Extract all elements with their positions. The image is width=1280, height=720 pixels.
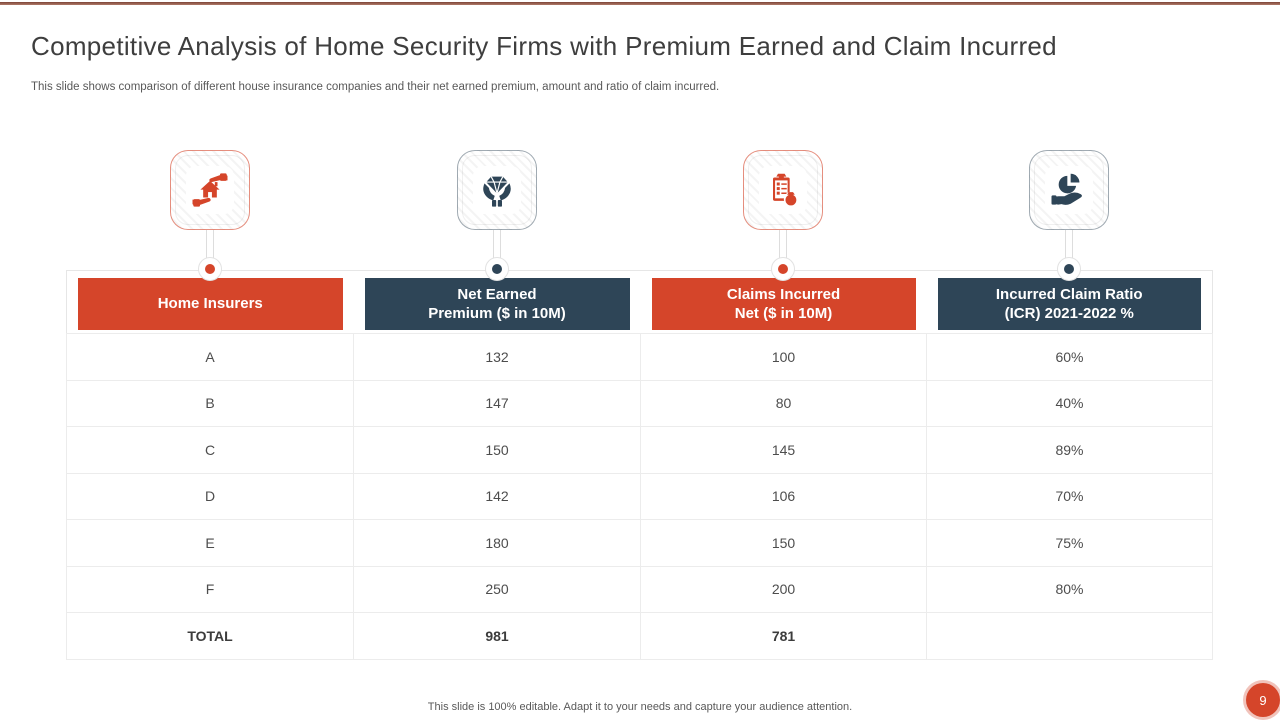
table-row: A 132 100 60% xyxy=(66,333,1213,381)
slide-subtitle: This slide shows comparison of different… xyxy=(31,81,720,93)
connector-dot xyxy=(778,264,788,274)
cell-insurer: B xyxy=(66,379,354,427)
icon-group-claims-incurred xyxy=(739,150,827,281)
header-line: Net Earned xyxy=(457,285,537,303)
header-line: (ICR) 2021-2022 % xyxy=(1004,305,1134,322)
claims-checklist-icon xyxy=(743,150,823,230)
cell-icr xyxy=(926,612,1213,660)
cell-premium: 150 xyxy=(353,426,641,474)
header-claim-ratio: Incurred Claim Ratio (ICR) 2021-2022 % xyxy=(937,278,1201,330)
header-net-premium: Net Earned Premium ($ in 10M) xyxy=(364,278,630,330)
table-total-row: TOTAL 981 781 xyxy=(66,612,1213,660)
connector-node xyxy=(198,257,222,281)
icon-group-net-premium xyxy=(453,150,541,281)
footer-note: This slide is 100% editable. Adapt it to… xyxy=(427,701,853,713)
cell-icr: 89% xyxy=(926,426,1213,474)
pie-chart-hand-icon xyxy=(1029,150,1109,230)
cell-claims: 781 xyxy=(640,612,927,660)
header-claims-incurred: Claims Incurred Net ($ in 10M) xyxy=(651,278,916,330)
table-row: B 147 80 40% xyxy=(66,379,1213,427)
cell-claims: 200 xyxy=(640,565,927,613)
table-body: A 132 100 60% B 147 80 40% C 150 145 89% D 142 106 70% E… xyxy=(66,333,1213,660)
table-row: F 250 200 80% xyxy=(66,565,1213,613)
cell-premium: 981 xyxy=(353,612,641,660)
cell-claims: 80 xyxy=(640,379,927,427)
cell-premium: 142 xyxy=(353,472,641,520)
cell-insurer: F xyxy=(66,565,354,613)
cell-icr: 70% xyxy=(926,472,1213,520)
comparison-table: Home Insurers Net Earned Premium ($ in 1… xyxy=(66,270,1213,660)
top-accent-strip xyxy=(0,2,1280,5)
cell-insurer: E xyxy=(66,519,354,567)
cell-insurer: D xyxy=(66,472,354,520)
connector-line xyxy=(1065,230,1073,258)
connector-line xyxy=(493,230,501,258)
connector-dot xyxy=(1064,264,1074,274)
cell-claims: 150 xyxy=(640,519,927,567)
table-row: C 150 145 89% xyxy=(66,426,1213,474)
cell-premium: 250 xyxy=(353,565,641,613)
cell-claims: 100 xyxy=(640,333,927,381)
cell-insurer: A xyxy=(66,333,354,381)
table-header-row: Home Insurers Net Earned Premium ($ in 1… xyxy=(67,271,1213,334)
connector-dot xyxy=(492,264,502,274)
cell-icr: 60% xyxy=(926,333,1213,381)
cell-icr: 40% xyxy=(926,379,1213,427)
header-home-insurers: Home Insurers xyxy=(78,278,343,330)
diamond-hands-icon xyxy=(457,150,537,230)
cell-premium: 132 xyxy=(353,333,641,381)
page-number: 9 xyxy=(1259,692,1267,708)
connector-node xyxy=(485,257,509,281)
cell-premium: 180 xyxy=(353,519,641,567)
connector-dot xyxy=(205,264,215,274)
cell-insurer: TOTAL xyxy=(66,612,354,660)
cell-insurer: C xyxy=(66,426,354,474)
home-insurance-icon xyxy=(170,150,250,230)
icon-group-home-insurers xyxy=(166,150,254,281)
cell-claims: 106 xyxy=(640,472,927,520)
header-line: Home Insurers xyxy=(157,295,263,313)
connector-node xyxy=(771,257,795,281)
header-line: Premium ($ in 10M) xyxy=(428,305,566,322)
cell-claims: 145 xyxy=(640,426,927,474)
connector-line xyxy=(206,230,214,258)
icon-group-claim-ratio xyxy=(1025,150,1113,281)
table-row: D 142 106 70% xyxy=(66,472,1213,520)
table-row: E 180 150 75% xyxy=(66,519,1213,567)
header-line: Net ($ in 10M) xyxy=(734,305,833,322)
cell-premium: 147 xyxy=(353,379,641,427)
cell-icr: 80% xyxy=(926,565,1213,613)
header-line: Claims Incurred xyxy=(726,285,841,303)
header-line: Incurred Claim Ratio xyxy=(995,285,1143,303)
page-number-badge: 9 xyxy=(1246,683,1280,717)
connector-node xyxy=(1057,257,1081,281)
connector-line xyxy=(779,230,787,258)
page-title: Competitive Analysis of Home Security Fi… xyxy=(31,31,1057,61)
cell-icr: 75% xyxy=(926,519,1213,567)
